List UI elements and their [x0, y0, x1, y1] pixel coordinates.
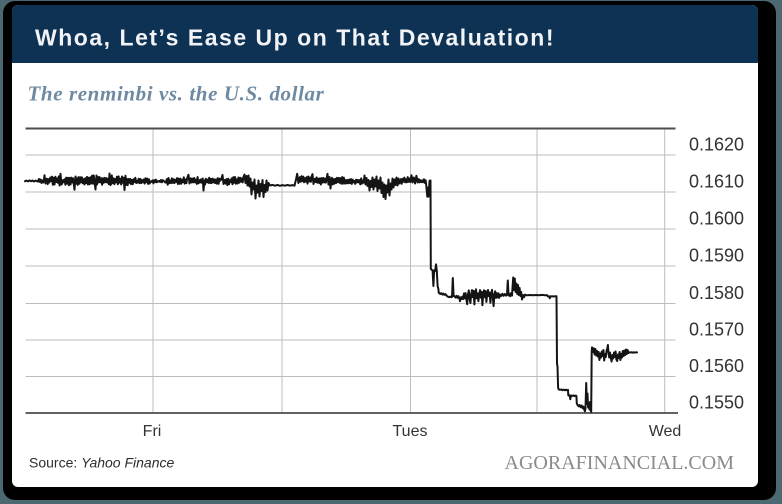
svg-text:0.1550: 0.1550	[689, 393, 744, 413]
svg-text:Tues: Tues	[393, 423, 428, 440]
svg-text:Fri: Fri	[143, 423, 162, 440]
svg-text:0.1570: 0.1570	[689, 320, 744, 340]
svg-text:The renminbi vs. the U.S. doll: The renminbi vs. the U.S. dollar	[28, 82, 325, 106]
svg-text:Wed: Wed	[649, 423, 682, 440]
svg-text:Source: Yahoo Finance: Source: Yahoo Finance	[29, 455, 174, 471]
svg-text:AGORAFINANCIAL.COM: AGORAFINANCIAL.COM	[505, 452, 735, 474]
svg-text:0.1620: 0.1620	[689, 135, 744, 155]
svg-text:0.1590: 0.1590	[689, 246, 744, 266]
svg-text:0.1560: 0.1560	[689, 356, 744, 376]
svg-text:0.1600: 0.1600	[689, 209, 744, 229]
svg-text:0.1610: 0.1610	[689, 172, 744, 192]
svg-text:0.1580: 0.1580	[689, 283, 744, 303]
svg-text:Whoa, Let’s Ease Up on That De: Whoa, Let’s Ease Up on That Devaluation!	[35, 25, 555, 51]
